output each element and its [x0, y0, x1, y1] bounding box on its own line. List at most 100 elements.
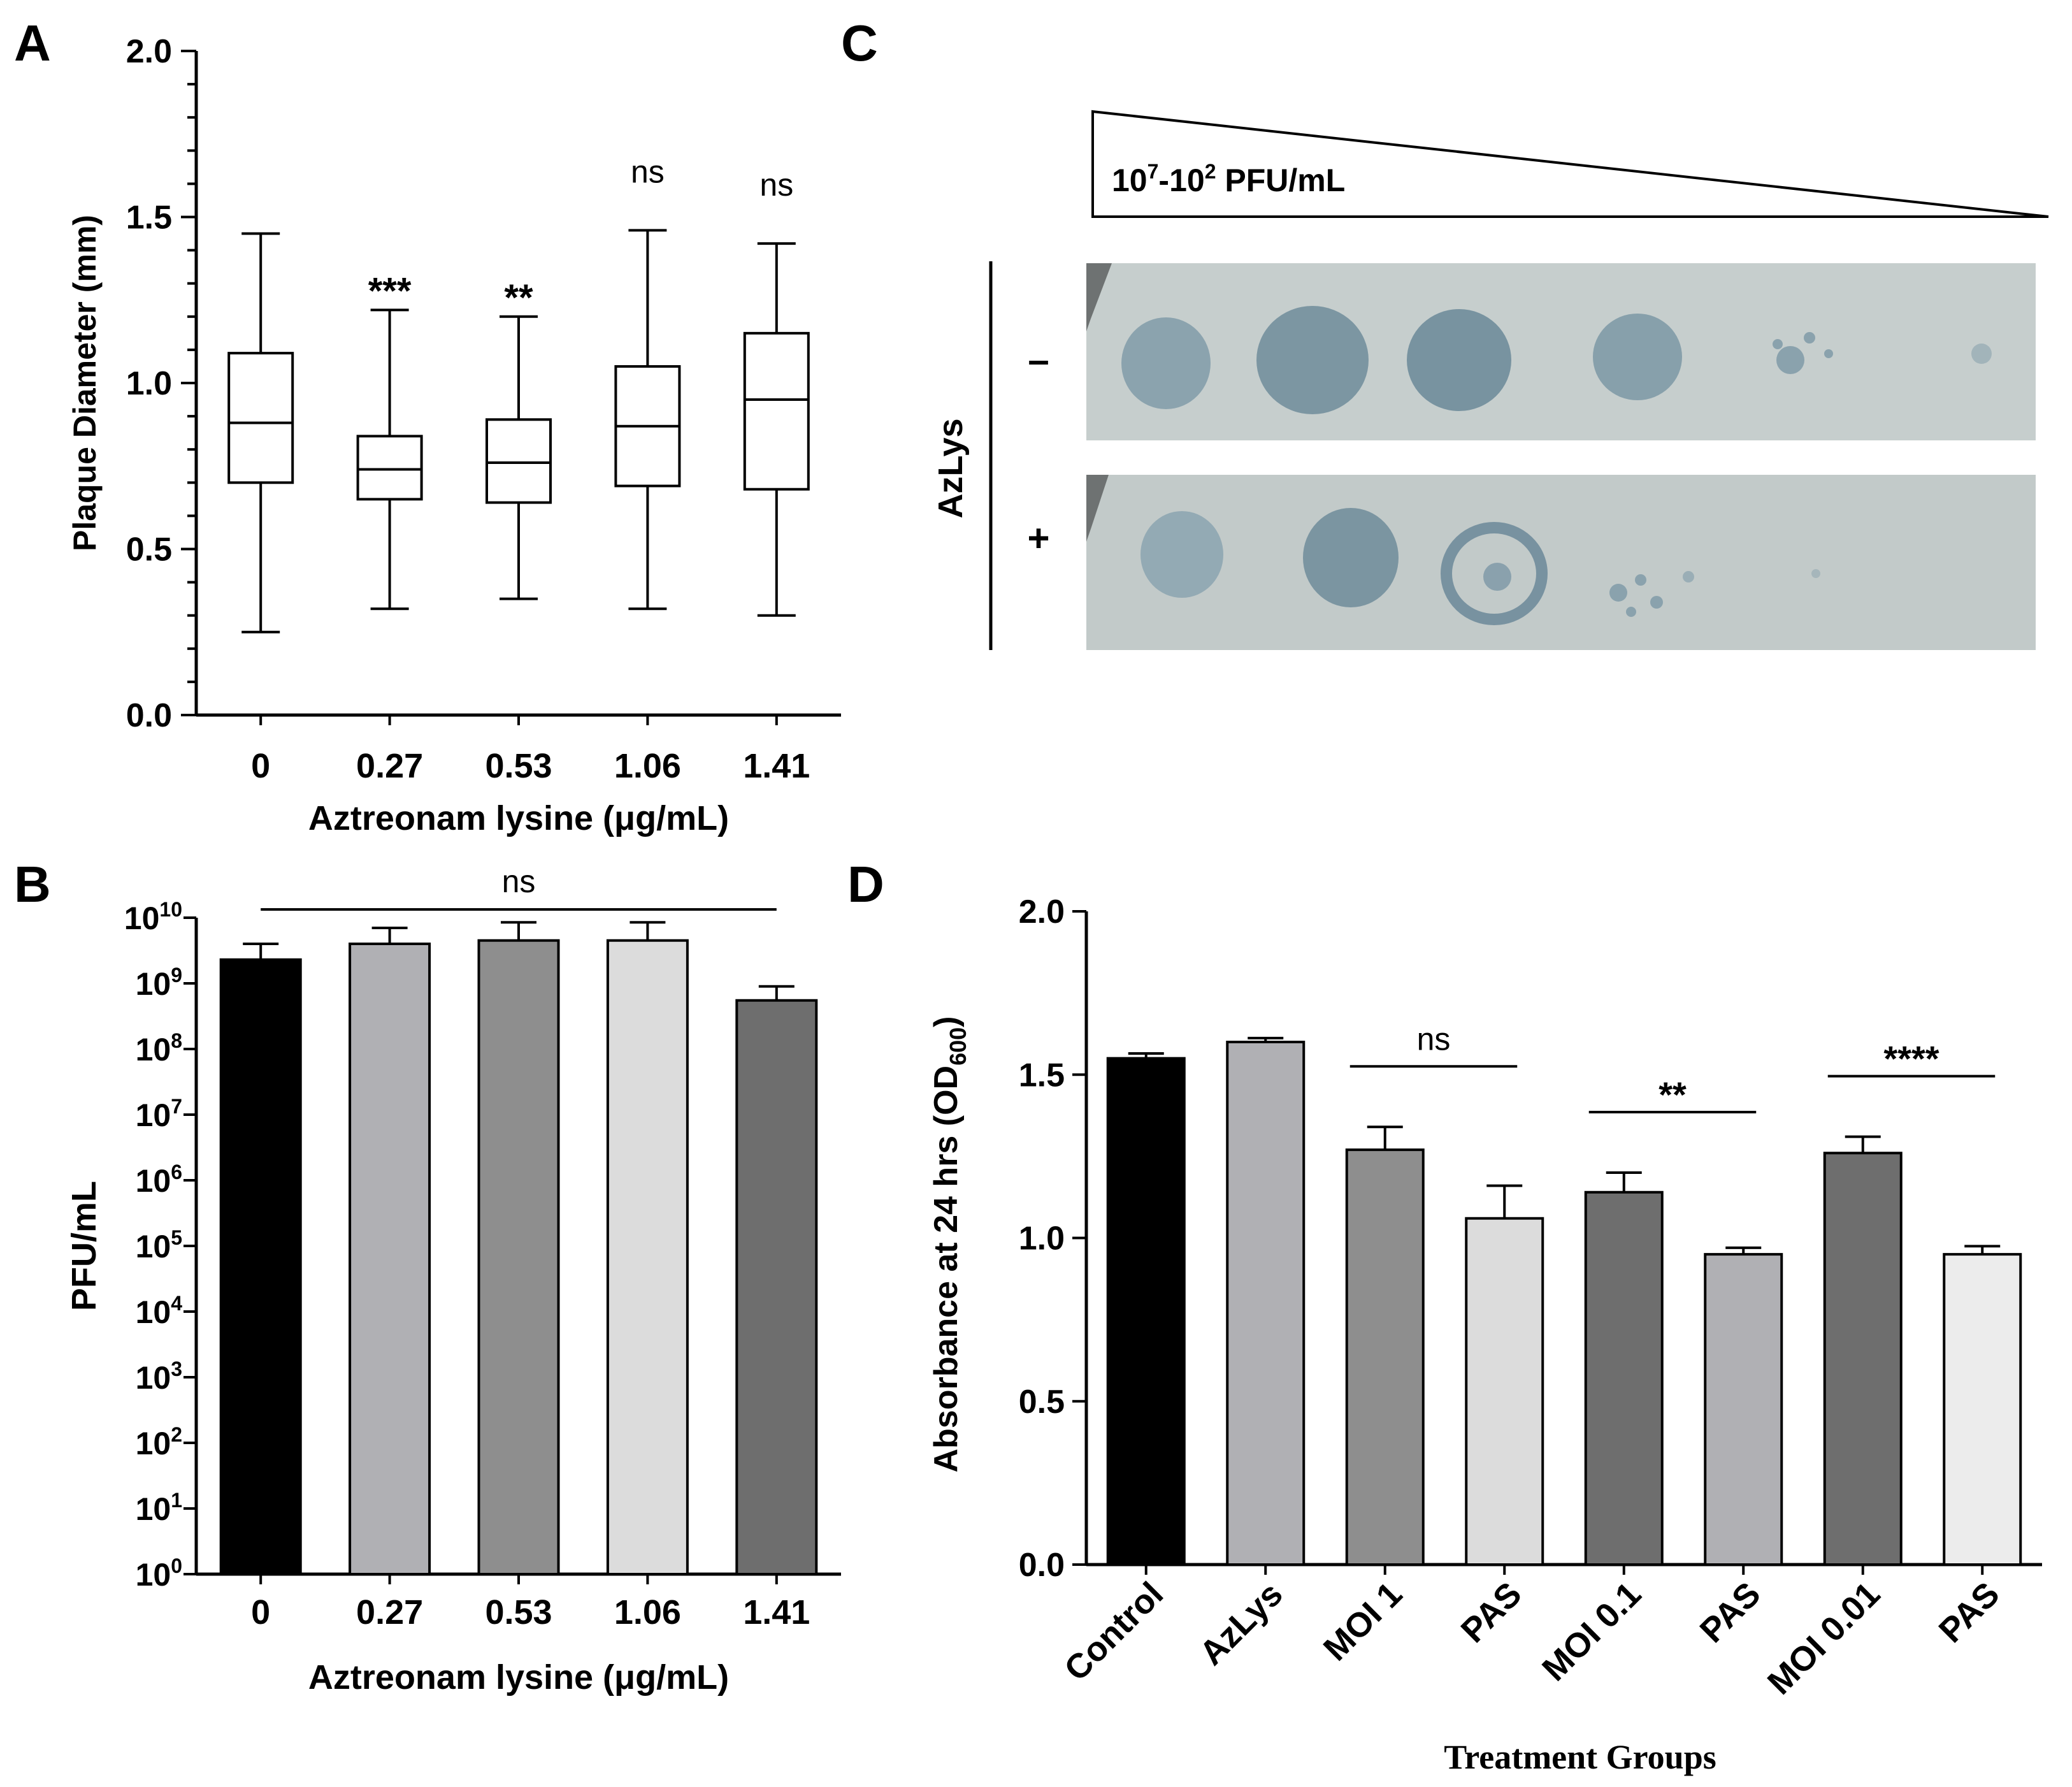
y-tick-label: 103 [136, 1357, 182, 1396]
dilution-gradient-label: 107-102 PFU/mL [1112, 160, 1345, 198]
plaque-speckle [1635, 574, 1646, 586]
plaque-faint [1971, 344, 1992, 364]
y-tick-label: 101 [136, 1489, 182, 1527]
x-tick-label: MOI 0.01 [1760, 1575, 1887, 1702]
x-tick-label: PAS [1693, 1575, 1768, 1650]
plaque-speckle [1609, 584, 1627, 602]
significance-label: ** [1658, 1074, 1687, 1115]
box-iqr [356, 435, 423, 501]
azlys-row-title: AzLys [932, 418, 970, 518]
panel-label-a: A [14, 15, 51, 71]
y-tick-label: 105 [136, 1226, 182, 1264]
x-tick-label: 1.06 [614, 747, 681, 785]
plaque-spot [1593, 314, 1682, 400]
panel-b-bar-chart: 100 101 102 103 104 105 106 107 108 109 1010 PFU/mL… [65, 864, 841, 1697]
x-tick-label: 0.53 [485, 1593, 552, 1631]
significance-label: **** [1883, 1039, 1939, 1079]
x-tick-label: 0 [251, 747, 270, 785]
bar [1226, 1041, 1306, 1566]
significance-label: ** [504, 277, 533, 319]
x-tick-label: 1.06 [614, 1593, 681, 1631]
bar [1345, 1148, 1425, 1566]
box-iqr [743, 331, 810, 491]
x-axis-label: Aztreonam lysine (μg/mL) [308, 799, 729, 837]
dilution-gradient-wedge [1091, 110, 2049, 218]
y-tick-label: 106 [136, 1161, 182, 1199]
y-tick-label: 0.5 [126, 532, 172, 568]
bar [477, 939, 560, 1575]
plaque-speckle [1776, 346, 1804, 374]
panel-d-bar-chart: 0.0 0.5 1.0 1.5 2.0 Absorbance at 24 hrs (OD6… [928, 893, 2042, 1776]
plaque-speckle [1804, 332, 1815, 344]
y-tick-label: 0.0 [126, 697, 172, 734]
y-tick-label: 1.5 [1019, 1057, 1065, 1094]
plate-edge-shadow-minus [1086, 263, 1112, 331]
significance-label: ns [631, 154, 665, 189]
x-tick-label: 1.41 [743, 747, 810, 785]
panel-c-plaque-assay: 107-102 PFU/mL AzLys – + [932, 110, 2049, 650]
plaque-spot [1407, 309, 1511, 411]
bar [1704, 1253, 1783, 1566]
plaque-spot [1121, 317, 1211, 409]
plaque-ring-center [1483, 563, 1511, 591]
y-tick-label: 2.0 [126, 33, 172, 70]
row-sign-plus: + [1027, 517, 1049, 560]
significance-label: *** [368, 270, 412, 312]
y-tick-label: 1010 [124, 898, 182, 936]
significance-label: ns [502, 864, 536, 899]
plate-strip-plus [1086, 475, 2036, 650]
box-iqr [227, 352, 294, 484]
x-tick-label: 1.41 [743, 1593, 810, 1631]
bar [349, 942, 431, 1575]
y-tick-label: 108 [136, 1029, 182, 1067]
x-axis-label: Aztreonam lysine (μg/mL) [308, 1658, 729, 1697]
y-tick-label: 1.0 [126, 365, 172, 402]
bar [735, 999, 818, 1576]
y-tick-label: 0.0 [1019, 1547, 1065, 1584]
x-tick-label: MOI 0.1 [1535, 1575, 1648, 1688]
bar [1465, 1217, 1544, 1566]
x-axis-label: Treatment Groups [1444, 1738, 1716, 1776]
panel-a-boxplot: 0.0 0.5 1.0 1.5 2.0 Plaque Diameter (mm) 0 0.27… [67, 33, 841, 837]
x-tick-label: 0 [251, 1593, 270, 1631]
bar [219, 958, 302, 1576]
bar [1943, 1253, 2022, 1566]
bar [606, 939, 689, 1575]
x-tick-label: 0.27 [356, 1593, 423, 1631]
y-tick-label: 107 [136, 1095, 182, 1133]
plaque-speckle [1824, 349, 1833, 358]
y-tick-label: 1.0 [1019, 1220, 1065, 1257]
x-tick-label: PAS [1932, 1575, 2007, 1650]
y-axis-label: Plaque Diameter (mm) [67, 215, 103, 551]
plaque-speckle [1683, 571, 1694, 582]
y-tick-label: 102 [136, 1423, 182, 1461]
plaque-ring [1441, 522, 1548, 625]
y-tick-label: 104 [136, 1292, 183, 1330]
plaque-spot [1256, 306, 1369, 414]
y-axis-label: PFU/mL [65, 1181, 103, 1311]
row-sign-minus: – [1028, 338, 1049, 381]
y-tick-label: 1.5 [126, 199, 172, 236]
plaque-speckle [1650, 596, 1663, 609]
bar [1106, 1057, 1186, 1566]
x-tick-label: 0.27 [356, 747, 423, 785]
box-iqr [486, 418, 552, 504]
y-tick-label: 2.0 [1019, 893, 1065, 930]
x-tick-label: AzLys [1192, 1575, 1290, 1672]
significance-label: ns [1417, 1021, 1451, 1057]
y-tick-label: 109 [136, 964, 182, 1002]
x-tick-label: MOI 1 [1316, 1575, 1409, 1668]
y-axis-label: Absorbance at 24 hrs (OD600) [928, 1016, 971, 1472]
plaque-spot [1140, 511, 1223, 598]
plate-strip-minus [1086, 263, 2036, 440]
panel-label-b: B [14, 856, 51, 913]
plate-edge-shadow-plus [1086, 475, 1109, 542]
significance-label: ns [759, 167, 793, 203]
plaque-speckle [1773, 339, 1783, 349]
y-tick-label: 0.5 [1019, 1384, 1065, 1421]
plaque-speckle [1626, 607, 1636, 617]
panel-label-d: D [847, 856, 884, 913]
y-tick-label: 100 [136, 1554, 182, 1593]
bar [1823, 1152, 1903, 1566]
